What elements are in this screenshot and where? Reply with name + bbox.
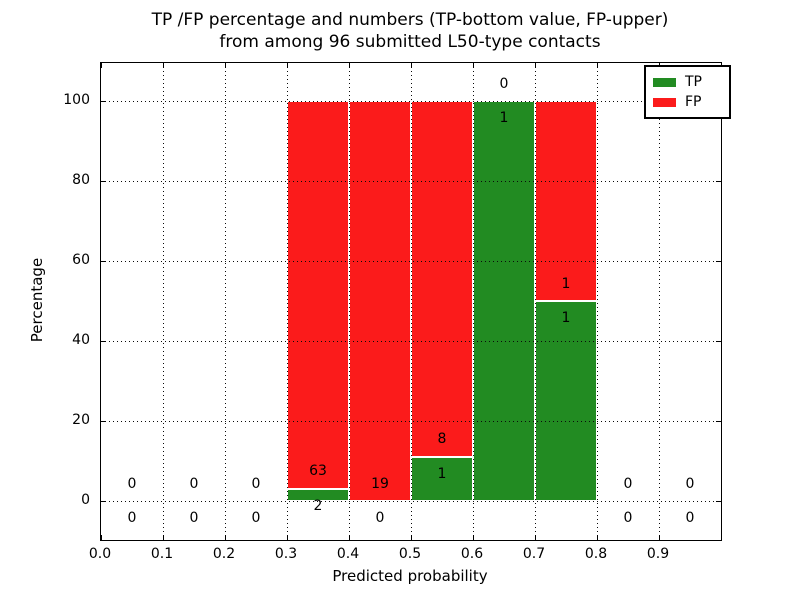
x-tick-top [225,63,226,68]
y-tick-label: 20 [72,412,90,428]
vertical-gridline [163,63,164,540]
y-axis-label: Percentage [28,257,46,343]
x-tick-label: 0.5 [398,546,422,562]
y-tick-label: 100 [63,92,90,108]
fp-count-label: 8 [437,431,447,448]
tp-count-label: 1 [561,310,571,327]
legend-label-tp: TP [685,74,702,90]
fp-count-label: 0 [127,475,137,492]
x-tick-top [287,63,288,68]
tp-count-label: 0 [189,510,199,527]
y-tick-left [101,421,106,422]
y-tick-right [716,181,721,182]
x-tick-bottom [287,535,288,540]
y-tick-right [716,501,721,502]
y-tick-label: 0 [81,492,90,508]
x-tick-top [163,63,164,68]
vertical-gridline [659,63,660,540]
x-tick-top [349,63,350,68]
vertical-gridline [287,63,288,540]
tp-count-label: 0 [375,510,385,527]
bar-segment-tp [473,101,535,501]
tp-count-label: 1 [437,465,447,482]
vertical-gridline [411,63,412,540]
bar-segment-fp [349,101,411,501]
x-tick-label: 0.9 [646,546,670,562]
bar-segment-fp [287,101,349,489]
vertical-gridline [473,63,474,540]
tp-count-label: 2 [313,497,323,514]
tp-count-label: 0 [127,510,137,527]
x-tick-label: 0.0 [88,546,112,562]
legend: TP FP [644,65,731,119]
x-tick-label: 0.3 [274,546,298,562]
x-tick-bottom [535,535,536,540]
vertical-gridline [349,63,350,540]
x-tick-label: 0.8 [584,546,608,562]
x-tick-top [411,63,412,68]
legend-label-fp: FP [685,94,702,110]
y-tick-left [101,341,106,342]
fp-count-label: 0 [251,475,261,492]
x-tick-bottom [597,535,598,540]
y-tick-right [716,261,721,262]
y-tick-label: 80 [72,172,90,188]
tp-count-label: 0 [623,510,633,527]
x-tick-bottom [225,535,226,540]
fp-count-label: 19 [371,475,389,492]
bar-segment-fp [535,101,597,301]
legend-swatch-fp-icon [653,97,676,107]
fp-count-label: 0 [499,75,509,92]
legend-item-tp: TP [653,72,723,92]
x-tick-bottom [101,535,102,540]
x-tick-bottom [163,535,164,540]
bar-segment-tp [535,301,597,501]
x-tick-label: 0.4 [336,546,360,562]
x-tick-label: 0.1 [150,546,174,562]
x-tick-bottom [411,535,412,540]
x-axis-label: Predicted probability [332,567,488,585]
y-tick-right [716,421,721,422]
x-tick-label: 0.6 [460,546,484,562]
y-tick-left [101,261,106,262]
x-tick-bottom [349,535,350,540]
x-tick-top [597,63,598,68]
y-tick-label: 60 [72,252,90,268]
bar-segment-fp [411,101,473,457]
legend-swatch-tp-icon [653,77,676,87]
bar-segment-tp [411,456,473,501]
vertical-gridline [597,63,598,540]
y-tick-right [716,341,721,342]
tp-count-label: 0 [685,510,695,527]
x-tick-bottom [659,535,660,540]
legend-item-fp: FP [653,92,723,112]
fp-count-label: 0 [189,475,199,492]
vertical-gridline [535,63,536,540]
chart-title-line2: from among 96 submitted L50-type contact… [219,32,601,52]
x-tick-top [473,63,474,68]
y-tick-label: 40 [72,332,90,348]
tp-count-label: 0 [251,510,261,527]
fp-count-label: 0 [685,475,695,492]
x-tick-label: 0.2 [212,546,236,562]
x-tick-bottom [473,535,474,540]
chart-title: TP /FP percentage and numbers (TP-bottom… [100,9,720,53]
x-tick-label: 0.7 [522,546,546,562]
plot-area: 0 0 0 0 0 0 63 2 19 0 8 1 0 1 1 1 0 0 0 0 TP FP [100,62,731,541]
chart-title-line1: TP /FP percentage and numbers (TP-bottom… [151,10,669,30]
fp-count-label: 0 [623,475,633,492]
y-tick-left [101,101,106,102]
y-tick-left [101,181,106,182]
y-tick-left [101,501,106,502]
fp-count-label: 63 [309,463,327,480]
x-tick-top [101,63,102,68]
tp-count-label: 1 [499,110,509,127]
fp-count-label: 1 [561,275,571,292]
vertical-gridline [225,63,226,540]
x-tick-top [535,63,536,68]
